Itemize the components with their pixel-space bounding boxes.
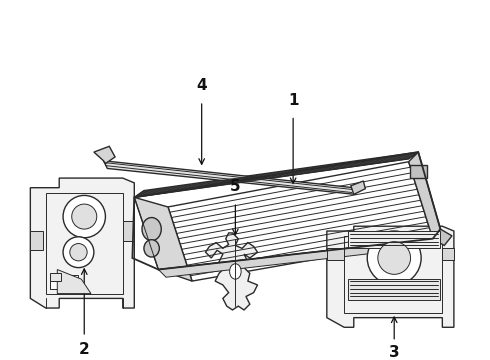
Polygon shape (30, 231, 43, 250)
Text: 3: 3 (389, 345, 399, 360)
Polygon shape (158, 239, 441, 277)
Polygon shape (168, 162, 433, 281)
Polygon shape (351, 181, 366, 194)
Text: 4: 4 (196, 78, 207, 93)
Polygon shape (123, 221, 134, 240)
Polygon shape (327, 226, 454, 327)
Polygon shape (134, 152, 418, 197)
Bar (49, 275, 78, 289)
Bar (49, 273, 61, 281)
Ellipse shape (144, 240, 159, 257)
Polygon shape (30, 178, 134, 308)
Ellipse shape (70, 244, 87, 261)
Ellipse shape (367, 231, 421, 285)
Bar (327, 248, 344, 260)
Bar (410, 165, 427, 178)
Ellipse shape (378, 242, 411, 274)
Ellipse shape (63, 195, 105, 238)
Text: 1: 1 (288, 93, 298, 108)
Polygon shape (94, 146, 115, 164)
Polygon shape (57, 270, 91, 294)
Bar (348, 279, 441, 300)
Ellipse shape (230, 264, 241, 279)
Ellipse shape (63, 237, 94, 267)
Polygon shape (409, 152, 441, 239)
Polygon shape (205, 233, 258, 310)
Text: 5: 5 (230, 179, 241, 194)
Text: 2: 2 (79, 342, 90, 357)
Bar (348, 231, 441, 248)
Polygon shape (134, 197, 192, 281)
Polygon shape (103, 161, 356, 194)
Ellipse shape (72, 204, 97, 229)
Bar (442, 248, 454, 260)
Polygon shape (433, 229, 452, 246)
Ellipse shape (142, 217, 161, 240)
